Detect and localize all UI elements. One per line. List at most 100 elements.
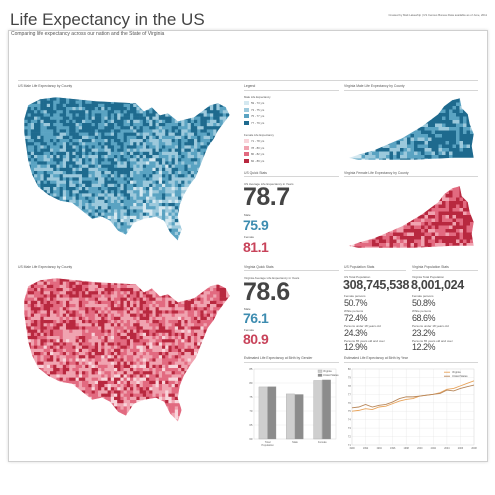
us-female-map[interactable] xyxy=(18,272,236,434)
va-male-label: Male xyxy=(244,307,251,311)
va-male-map[interactable] xyxy=(344,92,478,166)
va-female-pop-value: 50.8% xyxy=(412,298,436,308)
line-y-tick-label: 72 xyxy=(348,435,351,439)
line-x-tick-label: 2004 xyxy=(444,447,450,450)
legend-male-swatch xyxy=(244,101,249,105)
va-male-divider xyxy=(344,90,478,91)
va-avg-label: Virginia Average Life Expectancy in Year… xyxy=(244,276,300,280)
va-avg-value: 78.6 xyxy=(243,278,290,306)
line-y-tick-label: 75 xyxy=(348,409,351,413)
va-quick-divider xyxy=(244,270,339,271)
legend-male-label: 77 - 79 yrs xyxy=(251,120,265,125)
bar-x-tick-label: Total xyxy=(265,440,271,444)
legend-male-label: 75 - 77 yrs xyxy=(251,114,265,118)
us-quick-title: US Quick Stats xyxy=(244,171,267,175)
bar-y-tick-label: 70 xyxy=(249,409,253,413)
us-female-map-counties xyxy=(24,278,230,422)
line-x-tick-label: 2008 xyxy=(471,447,477,450)
legend-male-swatch xyxy=(244,107,249,112)
us-pop-divider xyxy=(344,270,406,271)
us-over65-label: Persons 65 years old and over xyxy=(344,339,385,343)
bar-united-states-2 xyxy=(322,379,331,440)
line-y-tick-label: 80 xyxy=(348,367,351,371)
va-over65-label: Persons 65 years old and over xyxy=(412,339,453,343)
us-pop-title: US Population Stats xyxy=(344,265,375,269)
va-under18-value: 23.2% xyxy=(412,328,436,338)
legend-male-swatch xyxy=(244,120,249,125)
legend-title: Legend xyxy=(244,84,256,88)
line-series-united-states xyxy=(351,384,475,409)
va-over65-value: 12.2% xyxy=(412,342,436,352)
legend-male-label: 59 - 73 yrs xyxy=(251,101,265,105)
us-female-pop-label: Female persons xyxy=(344,294,366,298)
line-y-tick-label: 77 xyxy=(348,392,351,396)
bar-x-tick-label: Population xyxy=(262,443,275,447)
bar-legend-label: Virginia xyxy=(323,369,332,373)
bar-y-tick-label: 85 xyxy=(249,367,253,371)
line-x-tick-label: 2002 xyxy=(431,447,437,450)
page-title: Life Expectancy in the US xyxy=(10,10,205,29)
legend-female-swatch xyxy=(244,158,249,163)
va-under18-label: Persons under 18 years old xyxy=(412,324,449,328)
us-over65-value: 12.9% xyxy=(344,342,368,352)
line-y-tick-label: 79 xyxy=(348,375,351,379)
legend-female-swatch xyxy=(244,139,249,143)
line-x-tick-label: 2006 xyxy=(458,447,464,450)
us-white-value: 72.4% xyxy=(344,313,368,323)
legend-female-swatch xyxy=(244,145,249,150)
us-under18-value: 24.3% xyxy=(344,328,368,338)
line-x-tick-label: 1992 xyxy=(363,447,369,450)
us-male-map-outline xyxy=(23,96,231,242)
va-male-value: 76.1 xyxy=(243,310,269,326)
legend-male-swatch xyxy=(244,114,249,118)
va-female-map-outline xyxy=(346,185,475,249)
bar-virginia-1 xyxy=(286,393,295,440)
va-female-map[interactable] xyxy=(344,180,478,256)
legend-female-label: 82 - 89 yrs xyxy=(251,158,265,163)
line-chart-title: Estimated Life Expectancy at Birth by Ye… xyxy=(344,356,408,360)
us-female-label: Female xyxy=(244,235,255,239)
page-subtitle: Comparing life expectancy across our nat… xyxy=(11,31,165,37)
line-x-tick-label: 1994 xyxy=(376,447,382,450)
us-male-value: 75.9 xyxy=(243,217,269,233)
header-divider xyxy=(18,80,478,81)
va-white-label: White persons xyxy=(412,309,432,313)
line-x-tick-label: 1998 xyxy=(404,447,410,450)
va-male-map-outline xyxy=(346,97,475,161)
line-legend-label: United States xyxy=(452,374,468,378)
bar-virginia-0 xyxy=(258,386,268,440)
bar-legend-swatch xyxy=(317,373,323,377)
us-male-map-title: US Male Life Expectancy by County xyxy=(18,84,73,88)
va-female-value: 80.9 xyxy=(243,331,269,347)
bar-virginia-2 xyxy=(313,380,323,440)
bar-y-tick-label: 60 xyxy=(249,437,253,441)
va-pop-title: Virginia Population Stats xyxy=(412,265,449,269)
legend-male-title: Male Life Expectancy xyxy=(244,95,271,99)
va-female-pop-label: Female persons xyxy=(412,294,434,298)
legend-female-label: 78 - 80 yrs xyxy=(251,145,265,150)
line-chart-divider xyxy=(344,362,478,363)
bar-chart-title: Estimated Life Expectancy at Birth by Ge… xyxy=(244,356,313,360)
line-y-tick-label: 78 xyxy=(348,384,351,388)
line-x-tick-label: 1996 xyxy=(390,447,396,450)
va-pop-divider xyxy=(412,270,478,271)
us-female-value: 81.1 xyxy=(243,239,269,255)
va-total-value: 8,001,024 xyxy=(411,278,464,292)
line-x-tick-label: 1990 xyxy=(349,447,355,450)
line-legend-label: Virginia xyxy=(452,370,461,374)
bar-legend-swatch xyxy=(317,369,323,373)
us-total-value: 308,745,538 xyxy=(343,278,410,292)
us-female-map-title: US Male Life Expectancy by County xyxy=(18,265,73,269)
va-quick-title: Virginia Quick Stats xyxy=(244,265,274,269)
us-male-map[interactable] xyxy=(18,91,236,251)
va-male-map-counties xyxy=(348,98,474,160)
line-y-tick-label: 74 xyxy=(348,418,351,422)
line-plot-area xyxy=(351,368,475,446)
bar-united-states-1 xyxy=(294,394,304,440)
us-total-label: US Total Population xyxy=(344,275,371,279)
bar-y-tick-label: 80 xyxy=(249,381,253,385)
legend-divider xyxy=(244,90,339,91)
us-avg-value: 78.7 xyxy=(243,183,290,211)
us-female-map-outline xyxy=(23,277,231,423)
bar-x-tick-label: Male xyxy=(292,440,298,444)
